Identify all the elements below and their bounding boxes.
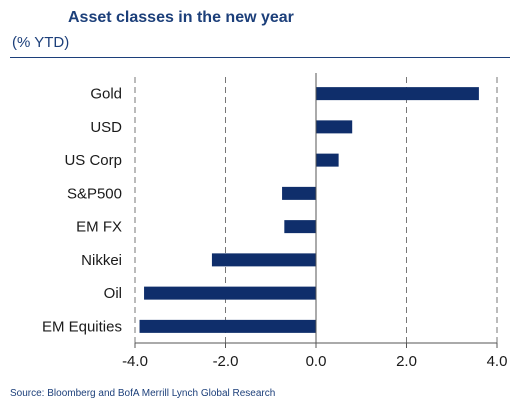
axis-layer bbox=[134, 73, 498, 348]
x-tick-label-3: 2.0 bbox=[396, 353, 417, 370]
category-label-0: Gold bbox=[90, 86, 122, 103]
title-rule bbox=[10, 57, 510, 58]
category-label-3: S&P500 bbox=[67, 185, 122, 202]
x-tick-label-1: -2.0 bbox=[213, 353, 239, 370]
x-tick-label-0: -4.0 bbox=[122, 353, 148, 370]
chart-title: Asset classes in the new year bbox=[68, 9, 294, 26]
label-layer: Gold USD US Corp S&P500 EM FX Nikkei Oil EM Equ… bbox=[42, 86, 507, 370]
category-label-2: US Corp bbox=[64, 152, 122, 169]
chart-unit: (% YTD) bbox=[12, 34, 70, 51]
x-tick-label-4: 4.0 bbox=[487, 353, 508, 370]
category-label-5: Nikkei bbox=[81, 252, 122, 269]
category-label-4: EM FX bbox=[76, 219, 122, 236]
bar-0 bbox=[316, 87, 479, 101]
bar-7 bbox=[139, 319, 316, 333]
category-label-7: EM Equities bbox=[42, 318, 122, 335]
bar-5 bbox=[211, 253, 316, 267]
bar-4 bbox=[284, 220, 316, 234]
bar-3 bbox=[282, 186, 316, 200]
chart-source: Source: Bloomberg and BofA Merrill Lynch… bbox=[10, 388, 276, 399]
bar-layer bbox=[139, 87, 479, 333]
bar-2 bbox=[316, 153, 339, 167]
bar-6 bbox=[144, 286, 316, 300]
category-label-6: Oil bbox=[104, 285, 122, 302]
chart-plot: Gold USD US Corp S&P500 EM FX Nikkei Oil EM Equ… bbox=[42, 73, 507, 370]
bar-1 bbox=[316, 120, 353, 134]
category-label-1: USD bbox=[90, 119, 122, 136]
x-tick-label-2: 0.0 bbox=[306, 353, 327, 370]
